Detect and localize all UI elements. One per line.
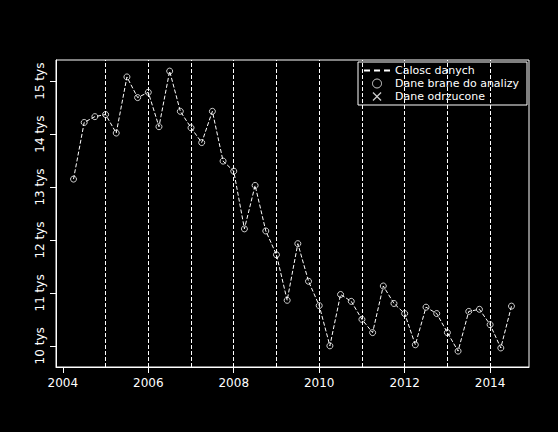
svg-text:14 tys: 14 tys <box>33 116 47 153</box>
svg-text:11 tys: 11 tys <box>33 274 47 311</box>
svg-text:2008: 2008 <box>218 376 249 390</box>
svg-text:2006: 2006 <box>133 376 164 390</box>
svg-text:2010: 2010 <box>304 376 335 390</box>
svg-text:Calosc danych: Calosc danych <box>395 64 475 77</box>
svg-text:10 tys: 10 tys <box>33 327 47 364</box>
svg-text:12 tys: 12 tys <box>33 221 47 258</box>
svg-text:Dane odrzucone: Dane odrzucone <box>395 90 485 103</box>
svg-text:2004: 2004 <box>48 376 79 390</box>
svg-text:2012: 2012 <box>389 376 420 390</box>
svg-text:2014: 2014 <box>475 376 506 390</box>
svg-text:Dane brane do analizy: Dane brane do analizy <box>395 77 519 90</box>
svg-text:15 tys: 15 tys <box>33 63 47 100</box>
svg-text:13 tys: 13 tys <box>33 168 47 205</box>
